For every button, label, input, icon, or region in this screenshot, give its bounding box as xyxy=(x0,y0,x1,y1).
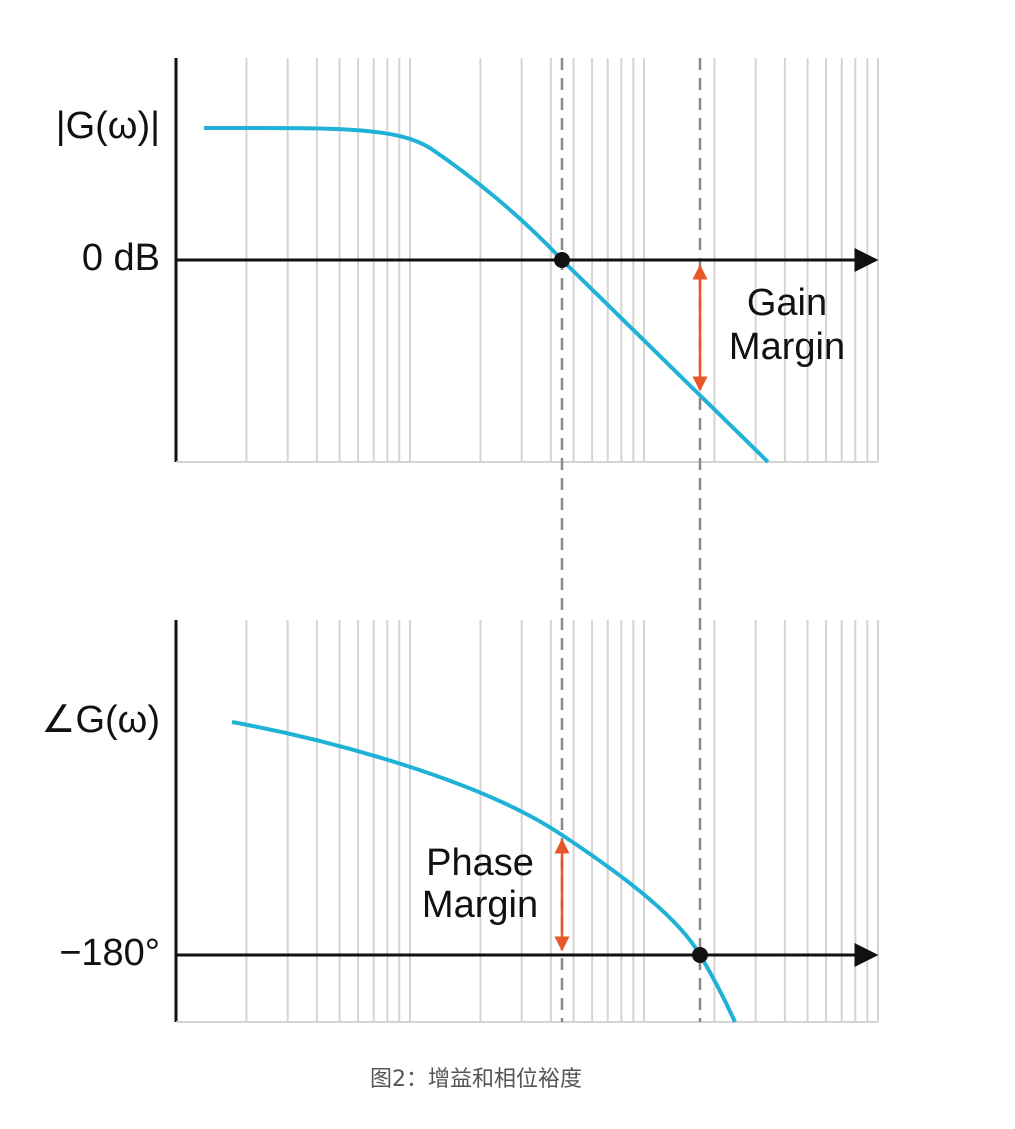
phase-label: ∠G(ω) xyxy=(41,699,160,741)
phase-margin-label: Margin xyxy=(422,884,538,926)
gain-margin-label: Margin xyxy=(729,326,845,368)
minus-180-label: −180° xyxy=(59,932,160,974)
gain-margin-label: Gain xyxy=(747,282,827,324)
phase-curve xyxy=(231,720,737,1023)
gain-crossover-point xyxy=(554,252,570,268)
caption: 图2：增益和相位裕度 xyxy=(370,1067,582,1092)
phase-margin-label: Phase xyxy=(426,842,534,884)
magnitude-label: |G(ω)| xyxy=(56,105,160,147)
zero-db-label: 0 dB xyxy=(82,237,160,279)
phase-crossover-point xyxy=(692,947,708,963)
magnitude-curve xyxy=(203,125,770,464)
